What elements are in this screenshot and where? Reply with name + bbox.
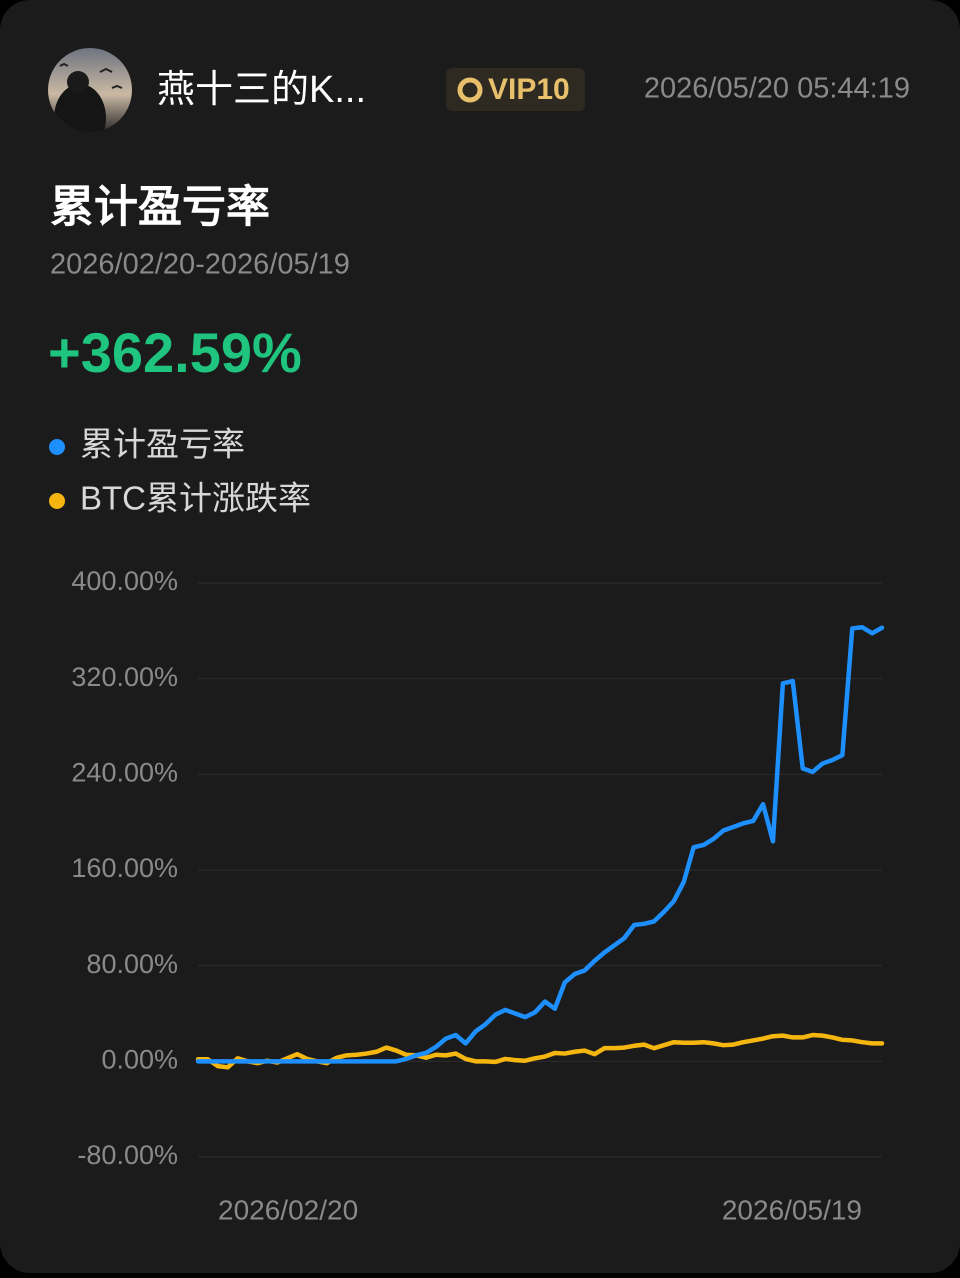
timestamp: 2026/05/20 05:44:19 [644,73,910,105]
total-return: +362.59% [48,321,302,384]
chart-title: 累计盈亏率 [50,183,270,232]
y-tick-label: 0.00% [101,1044,178,1074]
series-line [195,625,885,1064]
legend-marker [49,493,65,509]
badge-label: VIP10 [488,73,570,106]
y-tick-label: 320.00% [71,662,178,692]
date-range: 2026/02/20-2026/05/19 [50,249,350,281]
avatar [48,48,132,132]
legend-marker [49,439,65,455]
legend-label: BTC累计涨跌率 [80,480,311,517]
username: 燕十三的K... [157,69,366,111]
x-tick-label: 2026/05/19 [722,1194,862,1225]
y-tick-label: 160.00% [71,853,178,883]
vip-badge: VIP10 [446,68,585,111]
y-tick-label: 240.00% [71,757,178,787]
y-tick-label: 400.00% [71,566,178,596]
x-tick-label: 2026/02/20 [218,1194,358,1225]
y-tick-label: -80.00% [77,1140,178,1170]
y-tick-label: 80.00% [86,949,178,979]
legend-label: 累计盈亏率 [80,426,245,463]
